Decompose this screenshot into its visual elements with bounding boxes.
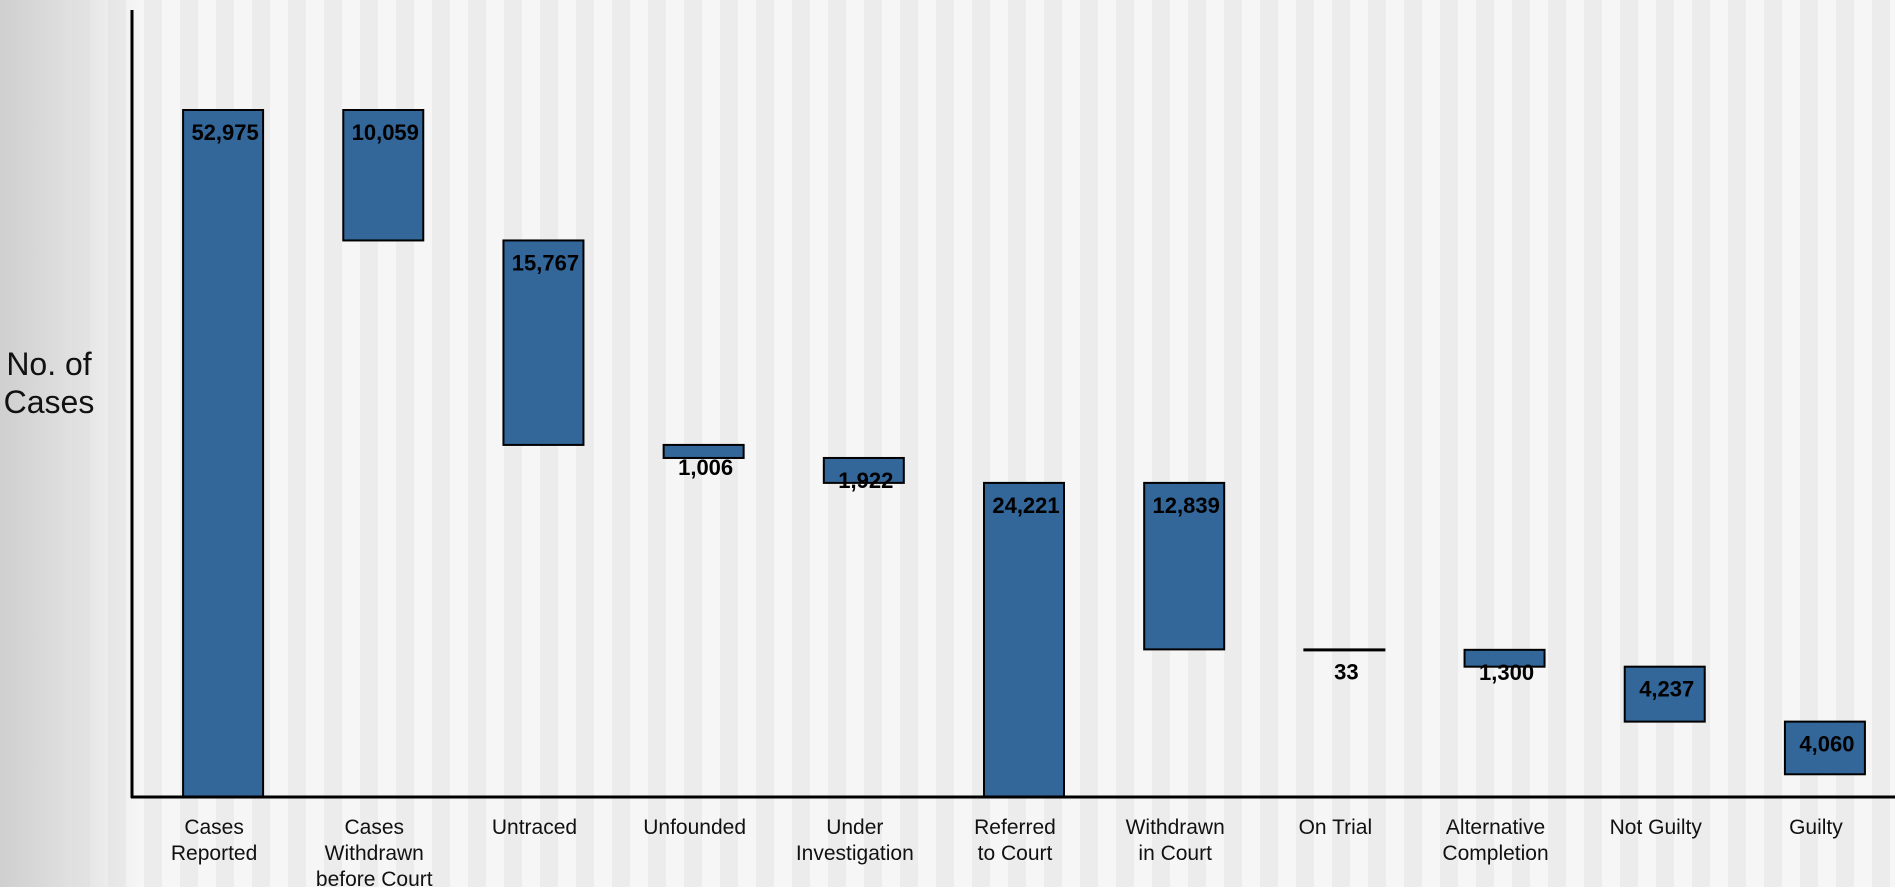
bar-2: [502, 239, 585, 446]
bar-6: [1143, 481, 1226, 651]
x-tick-label-8: Alternative Completion: [1442, 816, 1548, 865]
bar-1: [342, 109, 425, 242]
data-label-4: 1,922: [838, 468, 893, 493]
x-tick-label-10: Guilty: [1789, 816, 1843, 839]
data-label-3: 1,006: [678, 455, 733, 480]
x-tick-label-9: Not Guilty: [1610, 816, 1703, 839]
x-tick-label-4: Under Investigation: [796, 816, 914, 865]
bar-3: [662, 443, 745, 459]
bar-5: [983, 481, 1065, 798]
y-axis-label: No. of Cases: [3, 346, 95, 420]
bar-7: [1303, 648, 1386, 652]
bar-4: [822, 456, 905, 484]
bar-9: [1623, 665, 1706, 723]
x-tick-label-2: Untraced: [492, 816, 577, 839]
x-tick-label-5: Referred to Court: [974, 816, 1056, 865]
x-tick-label-7: On Trial: [1299, 816, 1373, 839]
data-label-0: 52,975: [191, 120, 258, 145]
x-tick-label-1: Cases Withdrawn before Court: [316, 816, 433, 887]
data-label-8: 1,300: [1479, 660, 1534, 685]
data-label-7: 33: [1334, 659, 1358, 684]
data-label-9: 4,237: [1639, 677, 1694, 702]
x-tick-label-3: Unfounded: [643, 816, 746, 839]
bar-10: [1783, 720, 1866, 776]
bar-0: [182, 109, 265, 798]
data-label-2: 15,767: [512, 250, 579, 275]
data-label-6: 12,839: [1153, 493, 1220, 518]
bar-8: [1463, 648, 1546, 668]
data-label-10: 4,060: [1799, 732, 1854, 757]
data-label-5: 24,221: [992, 493, 1059, 518]
background-shade: [0, 0, 140, 887]
x-tick-label-6: Withdrawn in Court: [1126, 816, 1225, 865]
x-tick-label-0: Cases Reported: [171, 816, 257, 865]
data-label-1: 10,059: [352, 120, 419, 145]
